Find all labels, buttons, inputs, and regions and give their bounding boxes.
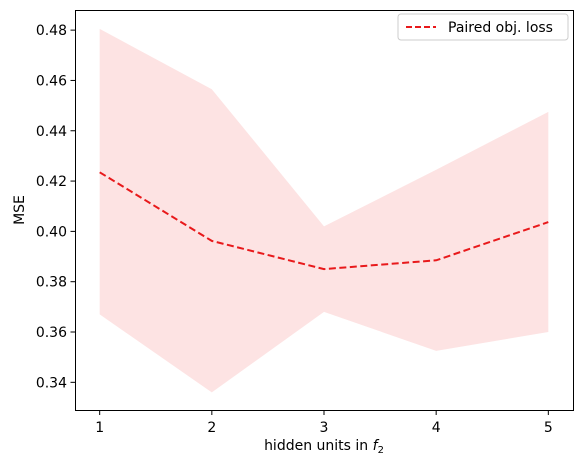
legend: Paired obj. loss bbox=[397, 13, 569, 41]
x-tick-label: 1 bbox=[95, 420, 104, 436]
x-axis-label-text: hidden units in bbox=[264, 438, 368, 454]
y-tick-label: 0.46 bbox=[36, 73, 67, 89]
x-axis-label: hidden units in f2 bbox=[264, 438, 384, 456]
x-tick-label: 4 bbox=[432, 420, 441, 436]
series-line-layer bbox=[99, 171, 549, 271]
x-tick-label: 3 bbox=[320, 420, 329, 436]
x-tick-label: 2 bbox=[207, 420, 216, 436]
y-axis: 0.34 0.36 0.38 0.40 0.42 0.44 0.46 0.48 bbox=[36, 23, 76, 391]
y-axis-label: MSE bbox=[12, 195, 28, 225]
x-axis-label-subscript: 2 bbox=[378, 445, 384, 456]
x-axis-label-math: f bbox=[373, 438, 380, 454]
series-line-paired-obj-loss bbox=[99, 171, 549, 271]
y-tick-label: 0.34 bbox=[36, 375, 67, 391]
legend-box bbox=[397, 13, 569, 41]
y-tick-label: 0.42 bbox=[36, 174, 67, 190]
confidence-band bbox=[99, 28, 549, 393]
x-axis: 1 2 3 4 5 bbox=[95, 410, 553, 436]
y-tick-label: 0.36 bbox=[36, 325, 67, 341]
confidence-band-layer bbox=[99, 28, 549, 393]
y-tick-label: 0.48 bbox=[36, 23, 67, 39]
y-tick-label: 0.40 bbox=[36, 224, 67, 240]
x-tick-label: 5 bbox=[544, 420, 553, 436]
legend-label: Paired obj. loss bbox=[448, 20, 553, 36]
y-tick-label: 0.44 bbox=[36, 124, 67, 140]
y-tick-label: 0.38 bbox=[36, 275, 67, 291]
